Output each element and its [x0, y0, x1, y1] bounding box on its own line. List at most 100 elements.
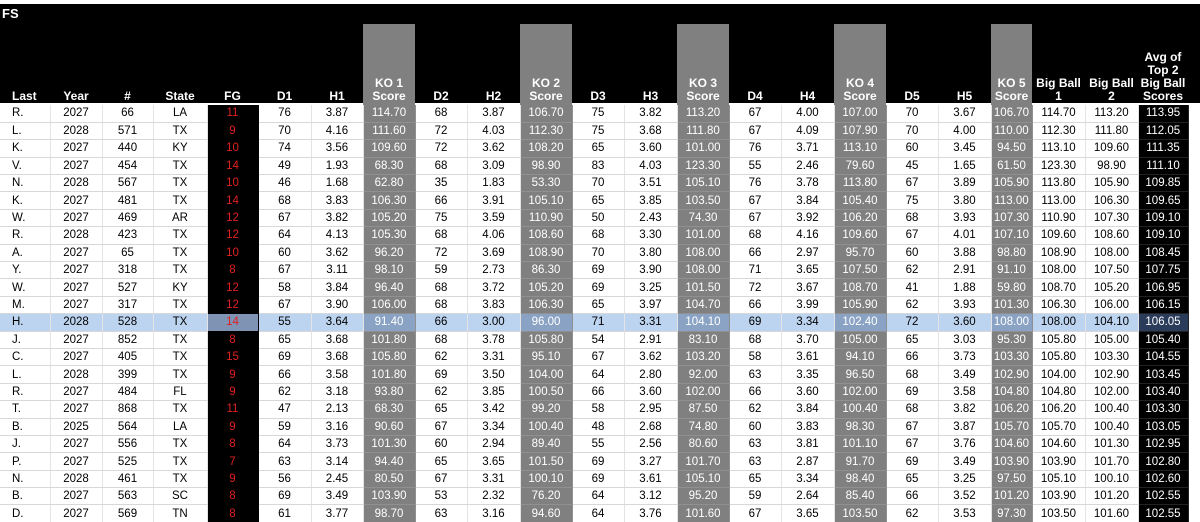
table-cell: 113.80: [834, 174, 887, 193]
table-cell: 113.00: [1032, 191, 1086, 210]
table-cell: TX: [153, 261, 208, 280]
table-cell: 101.60: [677, 504, 730, 522]
table-cell: 67: [415, 470, 468, 489]
table-cell: 98.80: [991, 244, 1033, 263]
table-cell: 47: [258, 400, 312, 419]
table-cell: 68: [572, 226, 625, 245]
table-cell: 1.68: [311, 174, 364, 193]
table-row: P. 2027 525 TX 7 63 3.14 94.40 65 3.65 101.50 69 3.2…: [0, 452, 1189, 471]
table-cell: 76: [258, 105, 312, 123]
table-cell: 65: [415, 400, 468, 419]
table-cell: 4.16: [311, 122, 364, 141]
table-cell: W.: [0, 278, 51, 297]
column-header: H3: [642, 89, 659, 103]
table-cell: 62: [258, 383, 312, 402]
table-cell: 101.80: [363, 365, 416, 384]
table-cell: 61.50: [991, 157, 1033, 176]
table-cell: R.: [0, 105, 51, 123]
table-cell: 71: [572, 313, 625, 332]
table-cell: 103.20: [677, 348, 730, 367]
table-cell: KY: [153, 139, 208, 158]
table-cell: 67: [729, 122, 782, 141]
table-cell: 15: [207, 348, 259, 367]
table-cell: 3.83: [467, 296, 521, 315]
table-cell: TX: [153, 122, 208, 141]
table-cell: 108.60: [1085, 226, 1139, 245]
table-cell: 69: [415, 365, 468, 384]
table-cell: 3.64: [311, 313, 364, 332]
table-cell: 454: [102, 157, 154, 176]
table-cell: 65: [572, 296, 625, 315]
table-cell: 108.00: [991, 313, 1033, 332]
table-cell: 65: [572, 191, 625, 210]
table-cell: 3.45: [938, 139, 992, 158]
table-cell: 318: [102, 261, 154, 280]
table-cell: 3.62: [311, 244, 364, 263]
table-cell: 108.20: [520, 139, 573, 158]
table-row: L. 2028 399 TX 9 66 3.58 101.80 69 3.50 104.00 64 2.…: [0, 365, 1189, 384]
table-cell: 111.10: [1138, 157, 1189, 176]
table-cell: 3.73: [938, 348, 992, 367]
table-cell: 110.90: [520, 209, 573, 228]
table-cell: 4.06: [467, 226, 521, 245]
table-cell: 89.40: [520, 435, 573, 454]
table-row: J. 2027 852 TX 8 65 3.68 101.80 68 3.78 105.80 54 2.…: [0, 331, 1189, 349]
table-cell: 109.60: [1032, 226, 1086, 245]
column-header: Big Ball 1: [1036, 76, 1081, 103]
table-cell: 110.90: [1032, 209, 1086, 228]
table-cell: TX: [153, 452, 208, 471]
table-cell: 2.68: [624, 418, 678, 436]
column-header: KO 3 Score: [677, 4, 729, 105]
table-cell: 3.88: [938, 244, 992, 263]
table-cell: 69: [572, 278, 625, 297]
table-cell: 10: [207, 244, 259, 263]
table-row: L. 2028 571 TX 9 70 4.16 111.60 72 4.03 112.30 75 3.…: [0, 122, 1189, 141]
table-cell: 35: [415, 174, 468, 193]
table-cell: TX: [153, 348, 208, 367]
table-cell: 3.82: [311, 209, 364, 228]
table-cell: 59.80: [991, 278, 1033, 297]
table-cell: 80.50: [363, 470, 416, 489]
table-cell: 65: [886, 331, 939, 349]
table-cell: TX: [153, 226, 208, 245]
table-cell: 2027: [50, 105, 103, 123]
table-cell: 3.60: [781, 383, 835, 402]
table-cell: 868: [102, 400, 154, 419]
table-cell: TX: [153, 470, 208, 489]
table-cell: 107.10: [991, 226, 1033, 245]
table-cell: 3.90: [311, 296, 364, 315]
table-cell: 104.70: [677, 296, 730, 315]
table-cell: 80.60: [677, 435, 730, 454]
table-cell: 481: [102, 191, 154, 210]
table-cell: 107.30: [1085, 209, 1139, 228]
table-cell: 108.00: [1032, 313, 1086, 332]
table-cell: 3.31: [467, 348, 521, 367]
table-cell: 101.50: [677, 278, 730, 297]
table-cell: 70: [886, 122, 939, 141]
table-cell: 3.14: [311, 452, 364, 471]
table-cell: 405: [102, 348, 154, 367]
table-cell: 317: [102, 296, 154, 315]
table-cell: 62: [729, 400, 782, 419]
table-cell: 67: [886, 174, 939, 193]
table-row: W. 2027 527 KY 12 58 3.84 96.40 68 3.72 105.20 69 3.…: [0, 278, 1189, 297]
table-cell: 3.60: [624, 383, 678, 402]
table-cell: 98.90: [1085, 157, 1139, 176]
table-cell: TX: [153, 244, 208, 263]
table-cell: 2027: [50, 400, 103, 419]
table-cell: 62.80: [363, 174, 416, 193]
table-cell: R.: [0, 383, 51, 402]
table-cell: 75: [415, 209, 468, 228]
table-cell: 2.56: [624, 435, 678, 454]
table-cell: 108.00: [1032, 261, 1086, 280]
table-cell: 108.70: [1032, 278, 1086, 297]
table-cell: 59: [258, 418, 312, 436]
table-cell: 3.61: [781, 348, 835, 367]
table-cell: 70: [258, 122, 312, 141]
table-cell: 2028: [50, 226, 103, 245]
table-cell: 3.00: [467, 313, 521, 332]
table-cell: 10: [207, 174, 259, 193]
table-cell: 60: [415, 435, 468, 454]
table-cell: 484: [102, 383, 154, 402]
table-cell: 106.15: [1138, 296, 1189, 315]
